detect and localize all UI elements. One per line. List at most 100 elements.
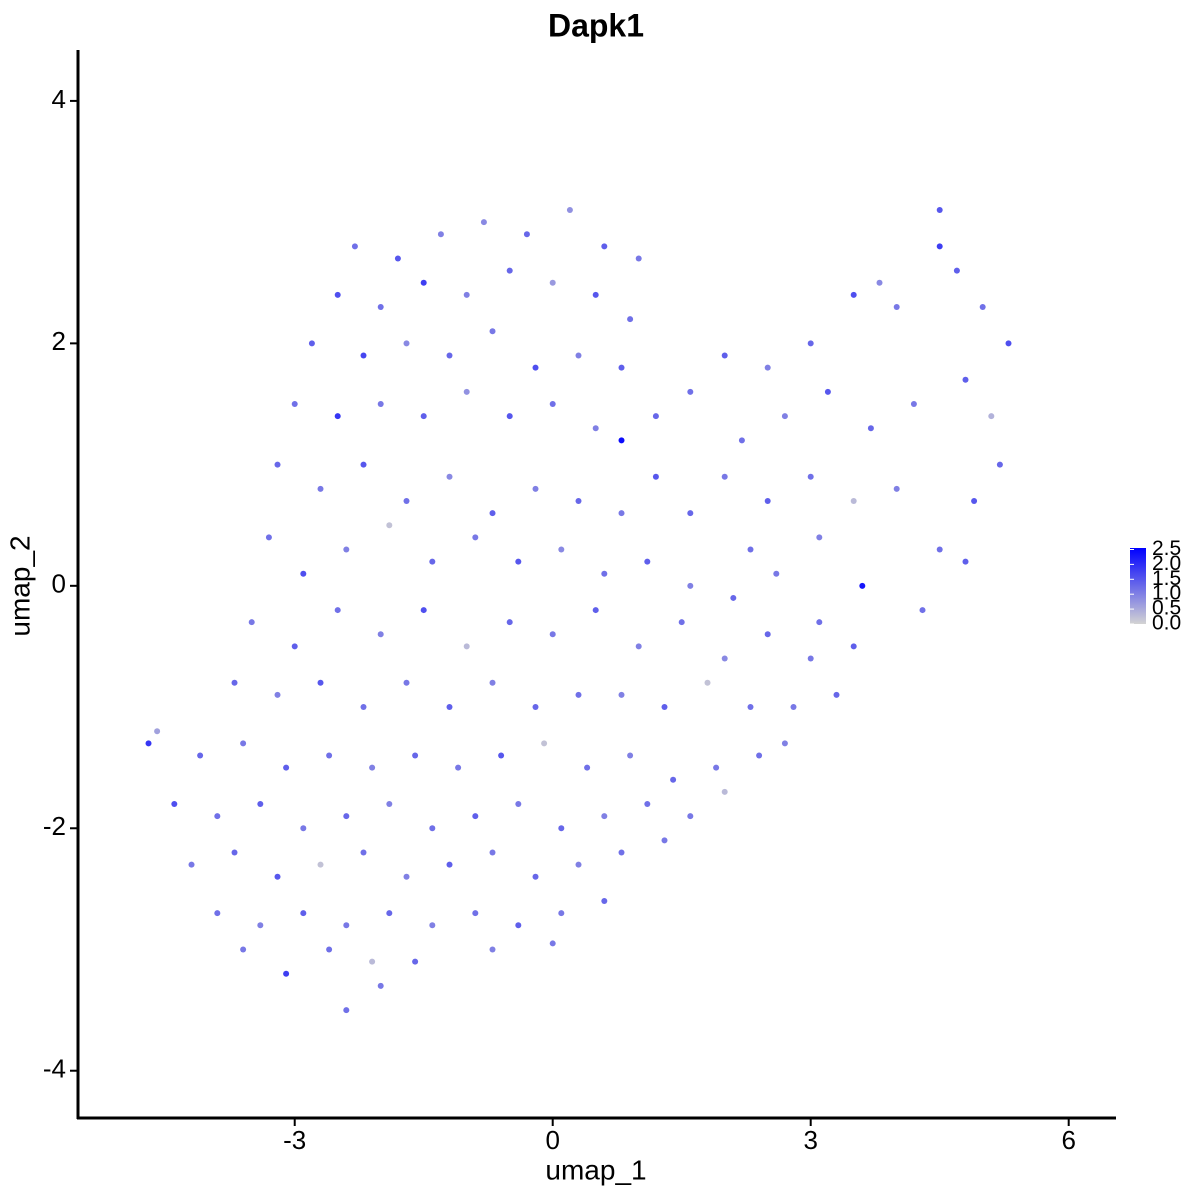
point xyxy=(859,582,866,589)
point xyxy=(437,231,444,238)
point xyxy=(988,413,995,420)
point xyxy=(558,825,565,832)
point xyxy=(412,958,419,965)
point xyxy=(429,825,436,832)
point xyxy=(816,534,823,541)
point xyxy=(919,607,926,614)
point xyxy=(214,910,221,917)
y-tick-label: -2 xyxy=(43,811,66,841)
point xyxy=(403,873,410,880)
point xyxy=(231,849,238,856)
point xyxy=(670,776,677,783)
point xyxy=(962,376,969,383)
point xyxy=(334,607,341,614)
point xyxy=(274,873,281,880)
point xyxy=(549,631,556,638)
x-tick-label: -3 xyxy=(283,1125,306,1155)
point xyxy=(506,267,513,274)
point xyxy=(936,207,943,214)
point xyxy=(145,740,152,747)
point xyxy=(506,413,513,420)
point xyxy=(515,922,522,929)
y-tick-label: 4 xyxy=(52,84,66,114)
point xyxy=(876,279,883,286)
point xyxy=(687,582,694,589)
point xyxy=(489,849,496,856)
colorbar-tick-label: 0.5 xyxy=(1152,597,1181,620)
point xyxy=(334,413,341,420)
point xyxy=(214,813,221,820)
point xyxy=(601,243,608,250)
y-tick-label: -4 xyxy=(43,1054,66,1084)
point xyxy=(326,946,333,953)
point xyxy=(412,752,419,759)
point xyxy=(480,219,487,226)
point xyxy=(248,619,255,626)
point xyxy=(558,546,565,553)
colorbar-tick-label: 1.0 xyxy=(1152,582,1181,605)
point xyxy=(403,679,410,686)
point xyxy=(231,679,238,686)
point xyxy=(661,704,668,711)
point xyxy=(291,643,298,650)
point xyxy=(687,388,694,395)
x-tick-label: 0 xyxy=(545,1125,559,1155)
point xyxy=(386,910,393,917)
point xyxy=(781,413,788,420)
point xyxy=(971,497,978,504)
point xyxy=(592,291,599,298)
point xyxy=(386,522,393,529)
point xyxy=(463,643,470,650)
point xyxy=(575,861,582,868)
point xyxy=(790,704,797,711)
x-tick-label: 3 xyxy=(803,1125,817,1155)
point xyxy=(652,473,659,480)
point xyxy=(549,279,556,286)
point xyxy=(618,364,625,371)
point xyxy=(317,861,324,868)
point xyxy=(274,691,281,698)
point xyxy=(446,352,453,359)
point xyxy=(773,570,780,577)
point xyxy=(429,558,436,565)
point xyxy=(274,461,281,468)
point xyxy=(463,291,470,298)
point xyxy=(893,485,900,492)
y-tick-label: 0 xyxy=(52,569,66,599)
colorbar-tick-label: 0.0 xyxy=(1152,612,1181,635)
point xyxy=(807,655,814,662)
point xyxy=(936,546,943,553)
point xyxy=(308,340,315,347)
point xyxy=(816,619,823,626)
point xyxy=(575,352,582,359)
point xyxy=(360,704,367,711)
point xyxy=(420,607,427,614)
point xyxy=(343,546,350,553)
point xyxy=(721,352,728,359)
point xyxy=(541,740,548,747)
point xyxy=(472,534,479,541)
point xyxy=(377,400,384,407)
point xyxy=(489,946,496,953)
colorbar xyxy=(1130,548,1146,624)
point xyxy=(687,813,694,820)
point xyxy=(627,316,634,323)
point xyxy=(317,485,324,492)
point xyxy=(850,291,857,298)
point xyxy=(360,849,367,856)
point xyxy=(575,497,582,504)
chart-title: Dapk1 xyxy=(548,7,644,43)
point xyxy=(300,825,307,832)
point xyxy=(764,364,771,371)
point xyxy=(523,231,530,238)
point xyxy=(532,364,539,371)
point xyxy=(369,764,376,771)
point xyxy=(756,752,763,759)
y-axis-title: umap_2 xyxy=(4,535,35,636)
point xyxy=(240,946,247,953)
point xyxy=(936,243,943,250)
x-axis-title: umap_1 xyxy=(545,1154,646,1185)
point xyxy=(962,558,969,565)
point xyxy=(171,801,178,808)
